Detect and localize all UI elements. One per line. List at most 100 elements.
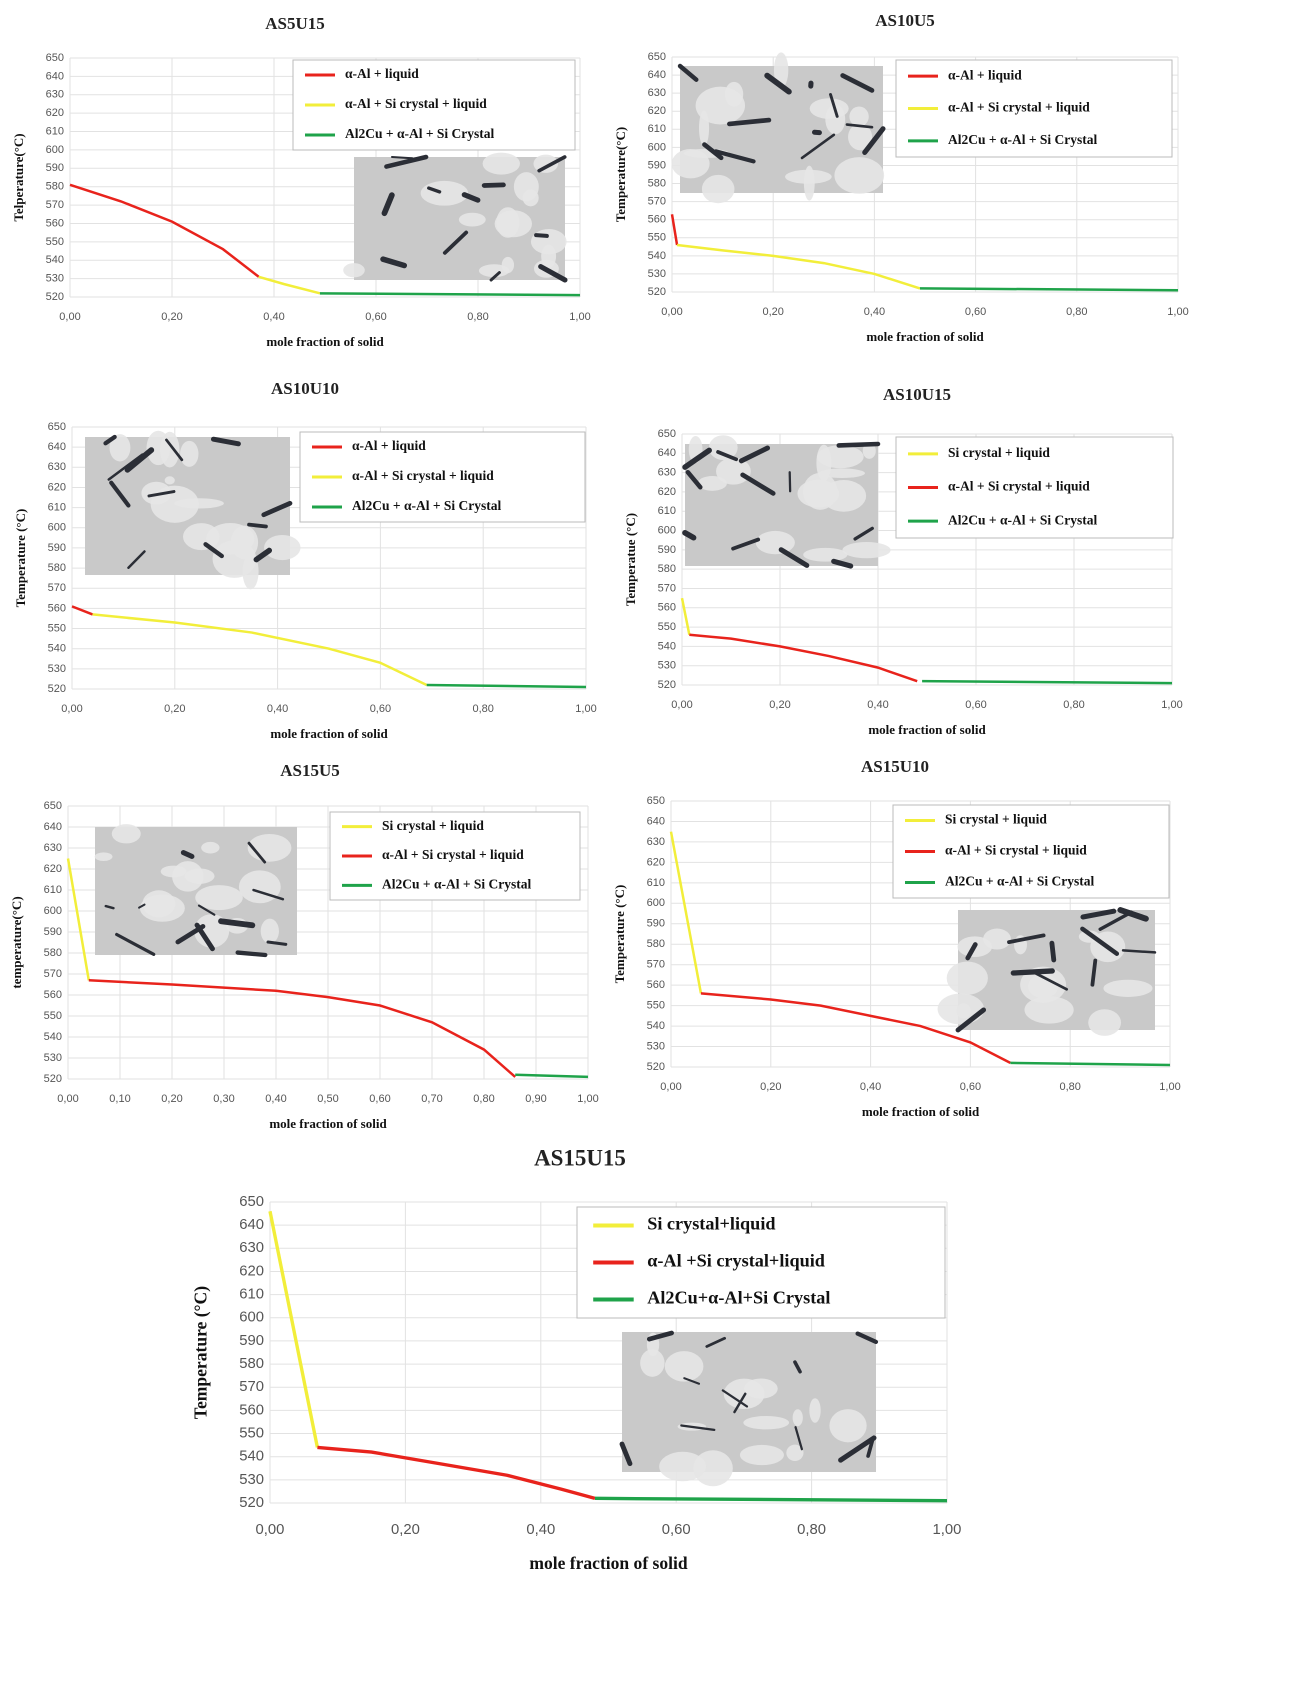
micrograph-grain (810, 98, 849, 119)
y-tick-label: 590 (46, 162, 64, 174)
y-tick-label: 550 (658, 621, 676, 633)
data-line (70, 185, 259, 277)
micrograph-grain (665, 1351, 704, 1382)
micrograph-inset (622, 1332, 876, 1486)
legend-label: α-Al + Si crystal + liquid (345, 96, 487, 111)
chart-title: AS10U15 (883, 385, 951, 404)
micrograph-grain (95, 852, 113, 861)
data-line (68, 859, 89, 981)
chart-title: AS5U15 (265, 14, 325, 33)
y-tick-label: 530 (647, 1040, 665, 1052)
micrograph-grain (743, 1416, 789, 1429)
legend-label: α-Al + Si crystal + liquid (948, 100, 1090, 115)
micrograph-grain (495, 210, 532, 237)
y-tick-label: 600 (648, 141, 666, 153)
micrograph-grain (803, 473, 838, 510)
page: {"chart_data": [ {"type": "line", "title… (0, 0, 1289, 1696)
x-tick-label: 1,00 (933, 1522, 962, 1538)
y-tick-label: 580 (648, 177, 666, 189)
micrograph-grain (343, 263, 365, 277)
y-tick-label: 580 (44, 947, 62, 959)
y-tick-label: 620 (239, 1263, 264, 1279)
micrograph-grain (947, 962, 988, 995)
y-axis-label: temperature(°C) (9, 896, 24, 988)
legend-label: Al2Cu+α-Al+Si Crystal (647, 1288, 830, 1308)
y-tick-label: 580 (647, 938, 665, 950)
y-tick-label: 560 (239, 1402, 264, 1418)
y-tick-label: 580 (239, 1356, 264, 1372)
micrograph-grain (161, 866, 187, 878)
y-tick-label: 640 (48, 441, 66, 453)
x-tick-label: 0,20 (762, 306, 783, 318)
micrograph-phase (839, 444, 878, 445)
micrograph-grain (756, 531, 795, 554)
y-tick-label: 650 (44, 800, 62, 812)
x-tick-label: 0,80 (1063, 699, 1084, 711)
micrograph-grain (698, 476, 727, 491)
micrograph-grain (1032, 977, 1044, 994)
x-tick-label: 0,70 (421, 1093, 442, 1105)
y-tick-label: 640 (648, 69, 666, 81)
y-tick-label: 610 (239, 1287, 264, 1303)
y-tick-label: 540 (648, 250, 666, 262)
y-tick-label: 560 (48, 602, 66, 614)
legend-label: α-Al + Si crystal + liquid (945, 843, 1087, 858)
y-tick-label: 540 (48, 643, 66, 655)
y-tick-label: 550 (647, 1000, 665, 1012)
figure: AS5U15 520 530 540 550 560 570 580 590 600 610 620 6… (0, 0, 1289, 1696)
micrograph-phase (392, 157, 412, 158)
y-tick-label: 650 (658, 428, 676, 440)
micrograph-grain (185, 868, 215, 883)
micrograph-grain (1103, 980, 1152, 997)
micrograph-grain (261, 919, 279, 944)
y-tick-label: 640 (46, 70, 64, 82)
y-tick-label: 630 (647, 836, 665, 848)
micrograph-grain (421, 181, 468, 206)
legend-label: α-Al + Si crystal + liquid (352, 468, 494, 483)
y-tick-label: 590 (648, 159, 666, 171)
data-line (93, 614, 427, 685)
micrograph-inset (938, 910, 1155, 1036)
micrograph-grain (809, 1398, 820, 1423)
legend-label: α-Al +Si crystal+liquid (647, 1251, 825, 1271)
y-tick-label: 520 (44, 1073, 62, 1085)
x-tick-label: 0,60 (370, 703, 391, 715)
y-tick-label: 600 (647, 897, 665, 909)
data-line (672, 214, 677, 245)
y-tick-label: 600 (46, 144, 64, 156)
x-tick-label: 0,50 (317, 1093, 338, 1105)
data-line (259, 277, 320, 294)
data-line (320, 293, 580, 295)
chart-title: AS10U10 (271, 379, 339, 398)
y-tick-label: 570 (239, 1379, 264, 1395)
micrograph-grain (659, 1452, 706, 1481)
chart-title: AS15U10 (861, 757, 929, 776)
legend-label: Si crystal + liquid (948, 445, 1050, 460)
x-axis-label: mole fraction of solid (270, 726, 388, 741)
y-tick-label: 600 (48, 522, 66, 534)
y-tick-label: 620 (48, 481, 66, 493)
x-tick-label: 1,00 (1167, 306, 1188, 318)
y-tick-label: 650 (48, 421, 66, 433)
micrograph-grain (483, 153, 520, 175)
x-tick-label: 0,00 (59, 311, 80, 323)
data-line (595, 1498, 947, 1500)
y-tick-label: 620 (44, 863, 62, 875)
x-tick-label: 1,00 (577, 1093, 598, 1105)
x-tick-label: 0,00 (661, 306, 682, 318)
data-line (72, 606, 93, 614)
x-tick-label: 0,40 (860, 1081, 881, 1093)
y-tick-label: 650 (46, 52, 64, 64)
x-tick-label: 0,00 (57, 1093, 78, 1105)
x-axis-label: mole fraction of solid (862, 1104, 980, 1119)
legend-label: Al2Cu + α-Al + Si Crystal (948, 512, 1098, 527)
x-tick-label: 0,80 (797, 1522, 826, 1538)
chart-title: AS15U15 (534, 1145, 626, 1170)
micrograph-phase (183, 853, 192, 857)
micrograph-grain (523, 189, 539, 206)
micrograph-grain (793, 1409, 803, 1426)
x-tick-label: 0,20 (161, 311, 182, 323)
micrograph-grain (834, 157, 884, 194)
y-tick-label: 600 (44, 905, 62, 917)
x-tick-label: 0,80 (473, 1093, 494, 1105)
